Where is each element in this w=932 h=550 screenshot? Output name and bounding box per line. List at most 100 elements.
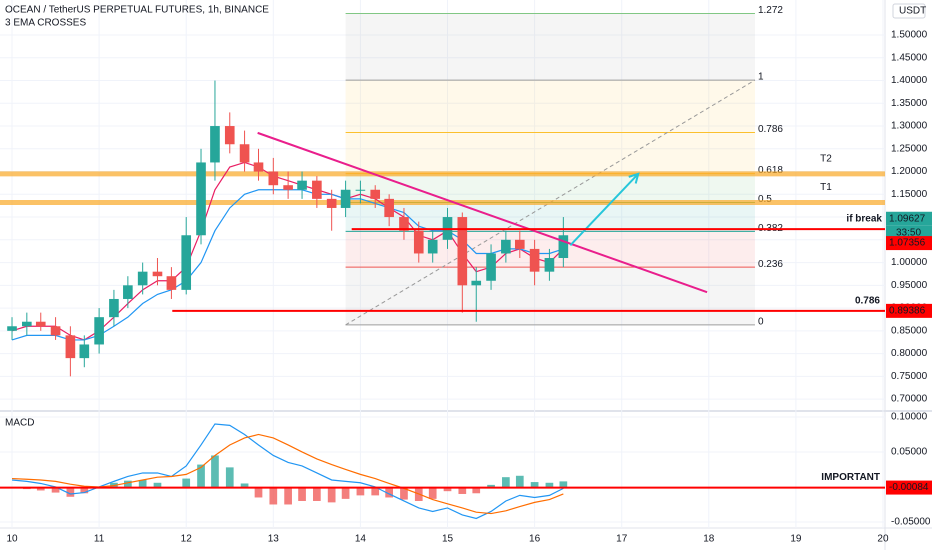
candle-body	[137, 271, 148, 286]
y-tick-label: 0.05000	[891, 447, 928, 458]
candle-body	[94, 317, 104, 345]
macd-histogram	[240, 483, 249, 487]
macd-badge	[886, 480, 932, 495]
candle-body	[253, 162, 264, 172]
x-tick-label: 11	[94, 534, 105, 545]
break-badge	[886, 236, 932, 251]
y-tick-label: 0.70000	[891, 394, 928, 405]
fib-zone	[345, 202, 755, 232]
macd-macd-line	[11, 423, 564, 520]
chart-title: OCEAN / TetherUS PERPETUAL FUTURES, 1h, …	[5, 5, 269, 16]
y-tick-label: 1.30000	[891, 121, 928, 132]
fib-label: 0.5	[758, 194, 772, 205]
y-tick-label: 0.10000	[891, 412, 928, 423]
macd-histogram	[124, 480, 132, 487]
macd-histogram	[51, 486, 60, 493]
fib-label: 0.786	[758, 124, 783, 135]
fib-zone	[345, 13, 755, 81]
y-tick-label: 0.95000	[891, 280, 928, 291]
macd-histogram	[153, 482, 162, 487]
macd-histogram	[341, 486, 350, 499]
break-badge-label: 1.07356	[889, 238, 926, 249]
pane-title: MACD	[5, 418, 34, 429]
x-tick-label: 13	[268, 534, 280, 545]
macd-histogram	[458, 486, 467, 494]
candle-body	[268, 171, 279, 186]
candle-body	[109, 298, 119, 318]
countdown: 33:50	[896, 227, 921, 238]
macd-histogram	[182, 478, 191, 487]
x-tick-label: 15	[442, 534, 454, 545]
macd-histogram	[254, 486, 263, 498]
macd-histogram	[400, 486, 408, 500]
y-tick-label: 1.00000	[891, 257, 928, 268]
arrow	[569, 173, 639, 246]
x-tick-label: 20	[877, 534, 889, 545]
candle-body	[65, 335, 76, 359]
macd-histogram	[327, 486, 336, 503]
candle-body	[7, 326, 17, 331]
fib-label: 1.272	[758, 5, 783, 16]
candle-body	[50, 326, 61, 336]
macd-histogram	[371, 486, 380, 496]
macd-histogram	[284, 486, 292, 505]
macd-histogram	[269, 486, 278, 505]
y-tick-label: 1.35000	[891, 98, 928, 109]
x-tick-label: 17	[616, 534, 628, 545]
trendline	[257, 131, 708, 294]
candle-body	[370, 189, 381, 199]
candle-body	[471, 280, 482, 286]
arrow-head	[628, 172, 640, 184]
x-tick-label: 14	[355, 534, 367, 545]
macd-histogram	[138, 479, 147, 487]
macd-histogram	[211, 455, 219, 487]
candle-body	[196, 162, 206, 236]
x-tick-label: 19	[790, 534, 802, 545]
candle-body	[529, 248, 540, 272]
fib-label: 1	[758, 72, 764, 83]
fib-label: 0.618	[758, 165, 783, 176]
candle-body	[514, 239, 525, 249]
candle-body	[210, 126, 220, 163]
y-tick-label: 1.40000	[891, 75, 928, 86]
currency-box	[892, 3, 926, 19]
macd-histogram	[530, 482, 539, 487]
candle-body	[486, 253, 496, 281]
macd-histogram	[443, 486, 452, 492]
y-tick-label: -0.05000	[891, 517, 931, 528]
level-label: IMPORTANT	[821, 472, 880, 483]
currency: USDT	[899, 6, 926, 17]
macd-histogram	[66, 486, 75, 497]
candle-body	[224, 126, 235, 145]
macd-histogram	[545, 482, 554, 487]
macd-histogram	[559, 481, 568, 487]
fib-label: 0	[758, 317, 764, 328]
level-label: 0.786	[855, 296, 880, 307]
candle-body	[340, 189, 351, 208]
fib-zone	[345, 80, 755, 133]
macd-histogram	[385, 486, 394, 498]
y-tick-label: 0.75000	[891, 371, 928, 382]
x-tick-label: 10	[6, 534, 18, 545]
indicator-name: 3 EMA CROSSES	[5, 18, 86, 29]
macd-histogram	[502, 477, 510, 487]
candle-body	[123, 285, 133, 299]
y-tick-label: 1.25000	[891, 143, 928, 154]
macd-histogram	[298, 486, 306, 501]
fib-label: 0.236	[758, 259, 783, 270]
candle-body	[326, 198, 337, 208]
candle-body	[22, 321, 32, 327]
candle-body	[427, 239, 438, 254]
fib-zone	[345, 267, 755, 325]
macd-signal-line	[11, 433, 564, 515]
candle-body	[312, 180, 322, 199]
support-badge-label: 0.89386	[889, 306, 926, 317]
y-tick-label: 0.80000	[891, 348, 928, 359]
macd-histogram	[313, 486, 321, 501]
macd-histogram	[487, 484, 495, 487]
x-tick-label: 16	[529, 534, 541, 545]
candle-body	[544, 258, 555, 272]
candle-body	[79, 344, 90, 359]
macd-histogram	[428, 486, 437, 499]
